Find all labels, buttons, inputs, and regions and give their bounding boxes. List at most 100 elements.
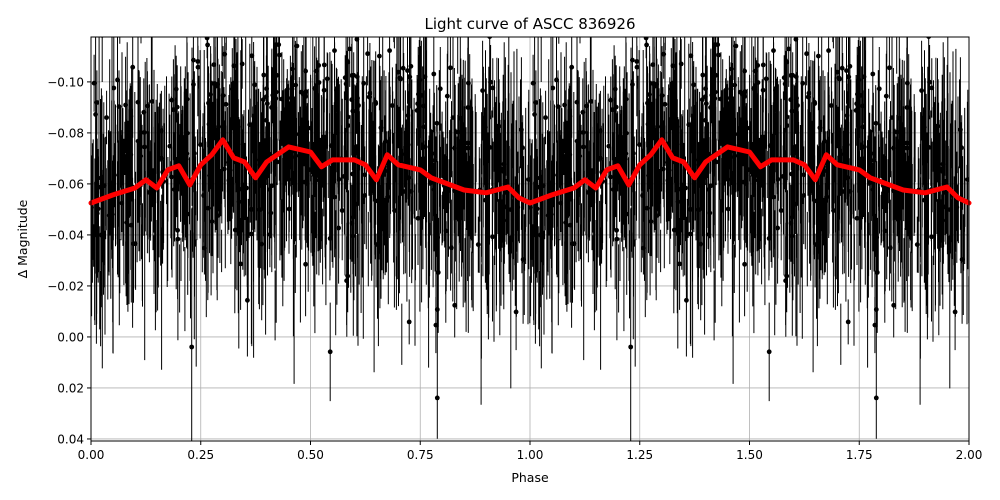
data-point <box>208 92 214 97</box>
data-point <box>209 219 215 224</box>
data-point <box>345 114 351 120</box>
data-point <box>847 189 853 194</box>
data-point <box>860 103 865 109</box>
data-point <box>279 96 285 102</box>
data-point <box>355 95 360 101</box>
data-point <box>354 74 360 80</box>
data-point <box>403 156 409 162</box>
data-point <box>861 74 867 80</box>
data-point <box>708 183 714 189</box>
data-point <box>876 86 882 92</box>
data-point <box>405 142 411 148</box>
data-point <box>244 185 249 191</box>
data-point <box>904 105 910 110</box>
data-point <box>812 101 818 106</box>
data-point <box>569 64 575 70</box>
data-point <box>758 171 763 177</box>
data-point <box>554 77 559 83</box>
data-point <box>873 231 879 237</box>
data-point <box>532 112 537 117</box>
data-point <box>362 193 368 198</box>
data-point <box>313 68 319 74</box>
data-point <box>700 0 705 5</box>
data-point <box>483 124 488 130</box>
data-point <box>574 99 580 105</box>
data-point <box>904 140 910 146</box>
data-point <box>297 153 302 159</box>
data-point <box>856 77 862 83</box>
data-point <box>580 130 586 135</box>
data-point <box>545 213 551 218</box>
data-point <box>98 232 104 238</box>
data-point <box>788 97 794 103</box>
data-point <box>706 232 712 237</box>
data-point <box>98 175 104 181</box>
data-point <box>415 101 421 107</box>
data-point <box>894 129 900 135</box>
data-point <box>563 220 569 226</box>
data-point <box>94 100 100 105</box>
data-point <box>654 30 659 35</box>
data-point <box>324 76 330 82</box>
data-point <box>570 241 575 247</box>
data-point <box>631 151 636 156</box>
data-point <box>432 158 438 163</box>
data-point <box>947 207 953 213</box>
data-point <box>882 228 888 234</box>
data-point <box>732 82 738 88</box>
data-point <box>742 94 748 99</box>
data-point <box>415 215 421 221</box>
data-point <box>725 177 731 182</box>
data-point <box>490 85 496 91</box>
data-point <box>401 189 406 194</box>
data-point <box>914 242 920 248</box>
data-point <box>167 143 173 149</box>
data-point <box>128 113 134 119</box>
data-point <box>540 183 546 189</box>
data-point <box>302 179 308 185</box>
binned-mean-line <box>88 137 972 206</box>
data-point <box>215 172 221 178</box>
data-point <box>405 113 411 118</box>
data-point <box>289 86 295 92</box>
data-point <box>608 97 614 103</box>
data-point <box>773 96 779 101</box>
data-point <box>405 68 410 73</box>
data-point <box>567 222 573 228</box>
data-point <box>130 64 136 70</box>
data-point <box>336 176 342 182</box>
data-point <box>675 199 681 205</box>
data-point <box>111 85 117 91</box>
data-point <box>659 16 664 21</box>
data-point <box>728 95 733 101</box>
data-point <box>781 75 787 81</box>
data-point <box>184 130 190 136</box>
data-point <box>662 101 668 107</box>
data-point <box>905 181 910 187</box>
data-point <box>135 99 141 105</box>
data-point <box>483 197 488 203</box>
data-point <box>373 101 379 106</box>
data-point <box>208 121 213 127</box>
data-point <box>204 37 210 41</box>
data-point <box>515 204 521 210</box>
data-point <box>745 167 751 173</box>
data-point <box>871 158 877 163</box>
data-point <box>375 242 380 247</box>
data-point <box>106 213 112 218</box>
data-point <box>205 42 211 48</box>
data-point <box>870 71 876 77</box>
data-point <box>665 178 671 183</box>
data-point <box>822 138 828 144</box>
data-point <box>716 52 721 58</box>
data-point <box>192 151 197 156</box>
data-point <box>240 141 246 147</box>
data-point <box>339 208 345 213</box>
data-point <box>345 273 351 279</box>
data-point <box>202 245 207 251</box>
data-point <box>630 57 635 63</box>
data-point <box>97 14 102 19</box>
data-point <box>958 127 963 133</box>
data-point <box>927 79 932 85</box>
data-point <box>399 151 404 157</box>
